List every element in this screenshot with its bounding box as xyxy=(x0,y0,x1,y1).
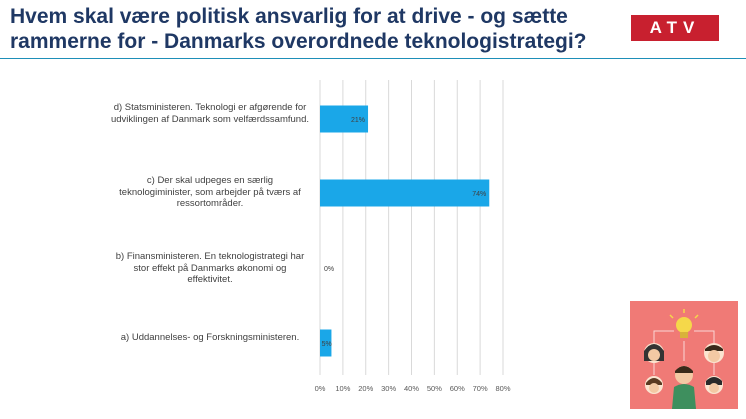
page-title: Hvem skal være politisk ansvarlig for at… xyxy=(10,5,587,53)
x-tick-label: 10% xyxy=(335,384,350,393)
x-tick-label: 20% xyxy=(358,384,373,393)
category-label-b: b) Finansministeren. En teknologistrateg… xyxy=(115,251,305,285)
x-tick-label: 80% xyxy=(495,384,510,393)
data-label: 74% xyxy=(472,191,486,198)
data-label: 5% xyxy=(322,341,332,348)
atv-logo: ATV xyxy=(631,15,719,41)
category-label-a: a) Uddannelses- og Forskningsministeren. xyxy=(120,332,300,343)
x-tick-label: 30% xyxy=(381,384,396,393)
title-divider xyxy=(0,58,746,59)
people-network-lightbulb-icon xyxy=(630,301,738,409)
bar xyxy=(320,179,490,207)
people-network-illustration xyxy=(630,301,738,409)
data-label: 21% xyxy=(351,117,365,124)
category-label-d: d) Statsministeren. Teknologi er afgøren… xyxy=(110,102,309,125)
x-tick-label: 60% xyxy=(450,384,465,393)
category-label-c: c) Der skal udpeges en særlig teknologim… xyxy=(119,175,301,209)
x-tick-label: 50% xyxy=(427,384,442,393)
bar xyxy=(320,105,369,133)
x-tick-label: 0% xyxy=(315,384,326,393)
x-tick-label: 40% xyxy=(404,384,419,393)
data-label: 0% xyxy=(324,266,334,273)
bar xyxy=(320,329,332,357)
x-tick-label: 70% xyxy=(473,384,488,393)
